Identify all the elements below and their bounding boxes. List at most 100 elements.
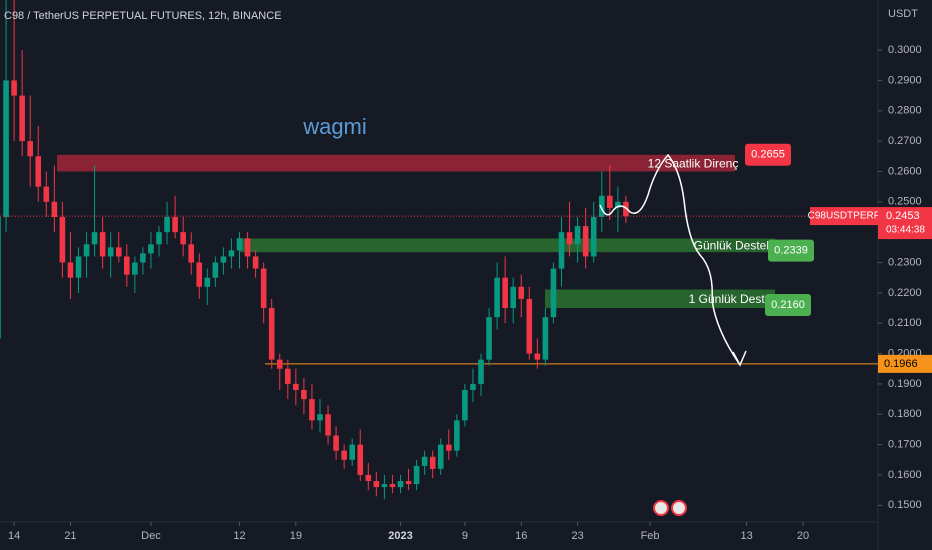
candle-body <box>590 216 597 257</box>
candle-body <box>333 435 339 451</box>
candle-body <box>389 484 396 488</box>
candle-body <box>293 383 299 390</box>
candle-body <box>228 250 235 257</box>
candle-body <box>220 256 227 263</box>
x-tick-label: 20 <box>797 530 809 542</box>
x-tick-label: 23 <box>571 530 583 542</box>
candle-body <box>83 244 90 257</box>
candle-body <box>172 216 178 233</box>
candle-body <box>373 481 380 488</box>
candle-body <box>510 286 516 309</box>
x-tick-label: 16 <box>515 530 527 542</box>
candle-body <box>349 444 355 460</box>
event-icon <box>653 500 669 516</box>
candle-body <box>494 277 500 318</box>
level-tag <box>878 354 932 373</box>
zone-tag-label: 0.2339 <box>774 245 808 257</box>
level-tag-label: 0.1966 <box>884 358 918 370</box>
candle-body <box>75 256 82 278</box>
y-tick-label: 0.1800 <box>888 408 922 420</box>
candle-body <box>51 201 58 217</box>
zone-tag-label: 0.2655 <box>751 149 785 161</box>
candle-body <box>212 262 219 278</box>
y-tick-label: 0.1900 <box>888 378 922 390</box>
candle-body <box>566 232 573 245</box>
candle-body <box>19 95 25 142</box>
candle-body <box>115 247 122 257</box>
price-tag <box>878 207 932 240</box>
x-tick-label: 12 <box>233 530 245 542</box>
y-tick-label: 0.2500 <box>888 196 922 208</box>
candle-body <box>59 216 66 263</box>
candle-body <box>268 308 275 360</box>
candle-body <box>99 232 106 257</box>
annotation-text: wagmi <box>302 114 367 139</box>
chart-title: C98 / TetherUS PERPETUAL FUTURES, 12h, B… <box>4 10 282 22</box>
y-tick-label: 0.2800 <box>888 105 922 117</box>
candle-body <box>276 359 283 369</box>
candle-body <box>429 456 436 469</box>
candle-body <box>582 226 589 257</box>
candle-body <box>607 195 613 208</box>
candle-body <box>598 195 605 217</box>
projection-arrow <box>599 153 747 367</box>
candle-body <box>285 368 291 384</box>
zone <box>240 238 775 253</box>
candle-body <box>148 244 154 254</box>
event-icon <box>671 500 687 516</box>
candle-body <box>397 481 404 488</box>
candle-body <box>317 414 323 421</box>
candle-body <box>542 317 549 360</box>
symbol-tag-label: C98USDTPERP <box>808 211 881 222</box>
candle-body <box>0 216 1 339</box>
zone-label: 12 Saatlik Direnç <box>648 156 739 170</box>
candle-body <box>196 262 203 287</box>
candle-body <box>534 353 541 360</box>
candle-body <box>550 268 557 318</box>
y-tick-label: 0.2300 <box>888 256 922 268</box>
zone-tag-label: 0.2160 <box>771 299 805 311</box>
candle-body <box>107 247 114 257</box>
candle-body <box>478 359 484 384</box>
x-tick-label: 13 <box>741 530 753 542</box>
candle-body <box>454 420 460 451</box>
candle-body <box>180 232 186 245</box>
candle-body <box>301 389 307 400</box>
candle-body <box>3 80 9 217</box>
candle-body <box>236 238 243 251</box>
candle-body <box>413 465 420 485</box>
candle-body <box>526 298 533 354</box>
zone <box>57 154 735 172</box>
candle-body <box>381 484 388 488</box>
candle-body <box>140 253 146 263</box>
y-tick-label: 0.2600 <box>888 165 922 177</box>
candle-body <box>124 256 130 275</box>
y-tick-label: 0.2700 <box>888 135 922 147</box>
candle-body <box>502 277 508 309</box>
candle-body <box>204 277 211 287</box>
zone-label: 1 Günlük Destek <box>689 292 779 306</box>
candle-body <box>260 268 267 309</box>
y-tick-label: 0.2900 <box>888 74 922 86</box>
candle-body <box>462 389 468 421</box>
countdown-label: 03:44:38 <box>886 225 925 236</box>
candle-body <box>615 201 621 208</box>
candle-body <box>518 286 525 299</box>
x-tick-label: 9 <box>462 530 468 542</box>
candle-body <box>341 450 347 460</box>
zone <box>545 289 775 309</box>
zone-tag <box>745 143 791 166</box>
candle-body <box>91 232 98 245</box>
plot <box>0 0 878 500</box>
zone-tag <box>765 294 811 317</box>
x-tick-label: Feb <box>641 530 660 542</box>
candle-body <box>446 444 452 451</box>
candle-body <box>244 238 251 257</box>
candle-body <box>252 256 259 269</box>
price-tag-label: 0.2453 <box>886 210 920 222</box>
y-tick-label: 0.3000 <box>888 44 922 56</box>
zone-label: Günlük Destek <box>694 239 774 253</box>
currency-label: USDT <box>888 8 918 20</box>
